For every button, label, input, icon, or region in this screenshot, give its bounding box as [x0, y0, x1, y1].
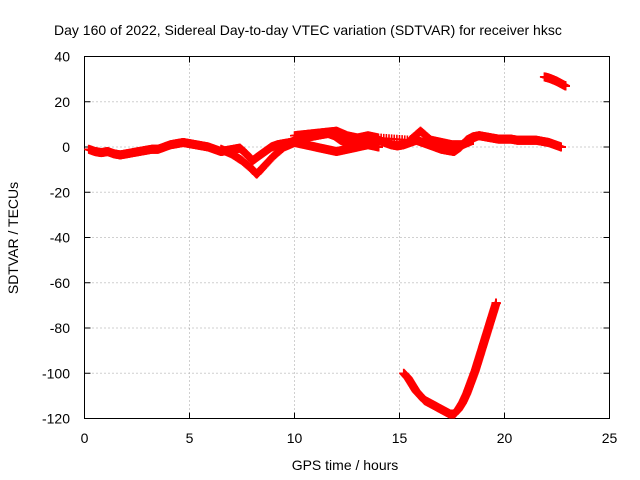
y-tick-label: -100: [42, 365, 70, 381]
data-point: [556, 142, 566, 152]
x-tick-label: 5: [186, 430, 194, 446]
series-upper_branch: [290, 126, 478, 150]
grid-lines: [84, 56, 610, 419]
y-tick-label: -40: [50, 230, 70, 246]
y-tick-label: -20: [50, 184, 70, 200]
plot-frame: [84, 56, 610, 419]
axis-ticks: 0 5 10 15 20 25 -120 -100 -80 -60 -40 -20 0 20 40: [42, 49, 618, 447]
series-lower_branch: [216, 137, 383, 179]
x-axis-label: GPS time / hours: [292, 457, 399, 473]
x-tick-label: 0: [81, 430, 89, 446]
y-tick-label: -80: [50, 320, 70, 336]
x-tick-label: 10: [287, 430, 303, 446]
y-tick-label: 0: [62, 139, 70, 155]
data-point: [374, 142, 383, 152]
data-point: [560, 81, 570, 91]
y-axis-label: SDTVAR / TECUs: [5, 182, 21, 294]
series-outlier_curve: [399, 298, 501, 419]
y-tick-label: -120: [42, 411, 70, 427]
series-main_band: [84, 128, 566, 166]
y-tick-label: 40: [54, 49, 70, 65]
x-tick-label: 15: [392, 430, 408, 446]
data-point: [491, 298, 501, 308]
series-late_segment: [539, 72, 570, 91]
chart-title: Day 160 of 2022, Sidereal Day-to-day VTE…: [54, 22, 562, 38]
x-tick-label: 25: [602, 430, 618, 446]
data-point: [468, 135, 478, 145]
y-tick-label: -60: [50, 275, 70, 291]
y-tick-label: 20: [54, 94, 70, 110]
x-tick-label: 20: [497, 430, 513, 446]
data-points: [84, 72, 570, 419]
